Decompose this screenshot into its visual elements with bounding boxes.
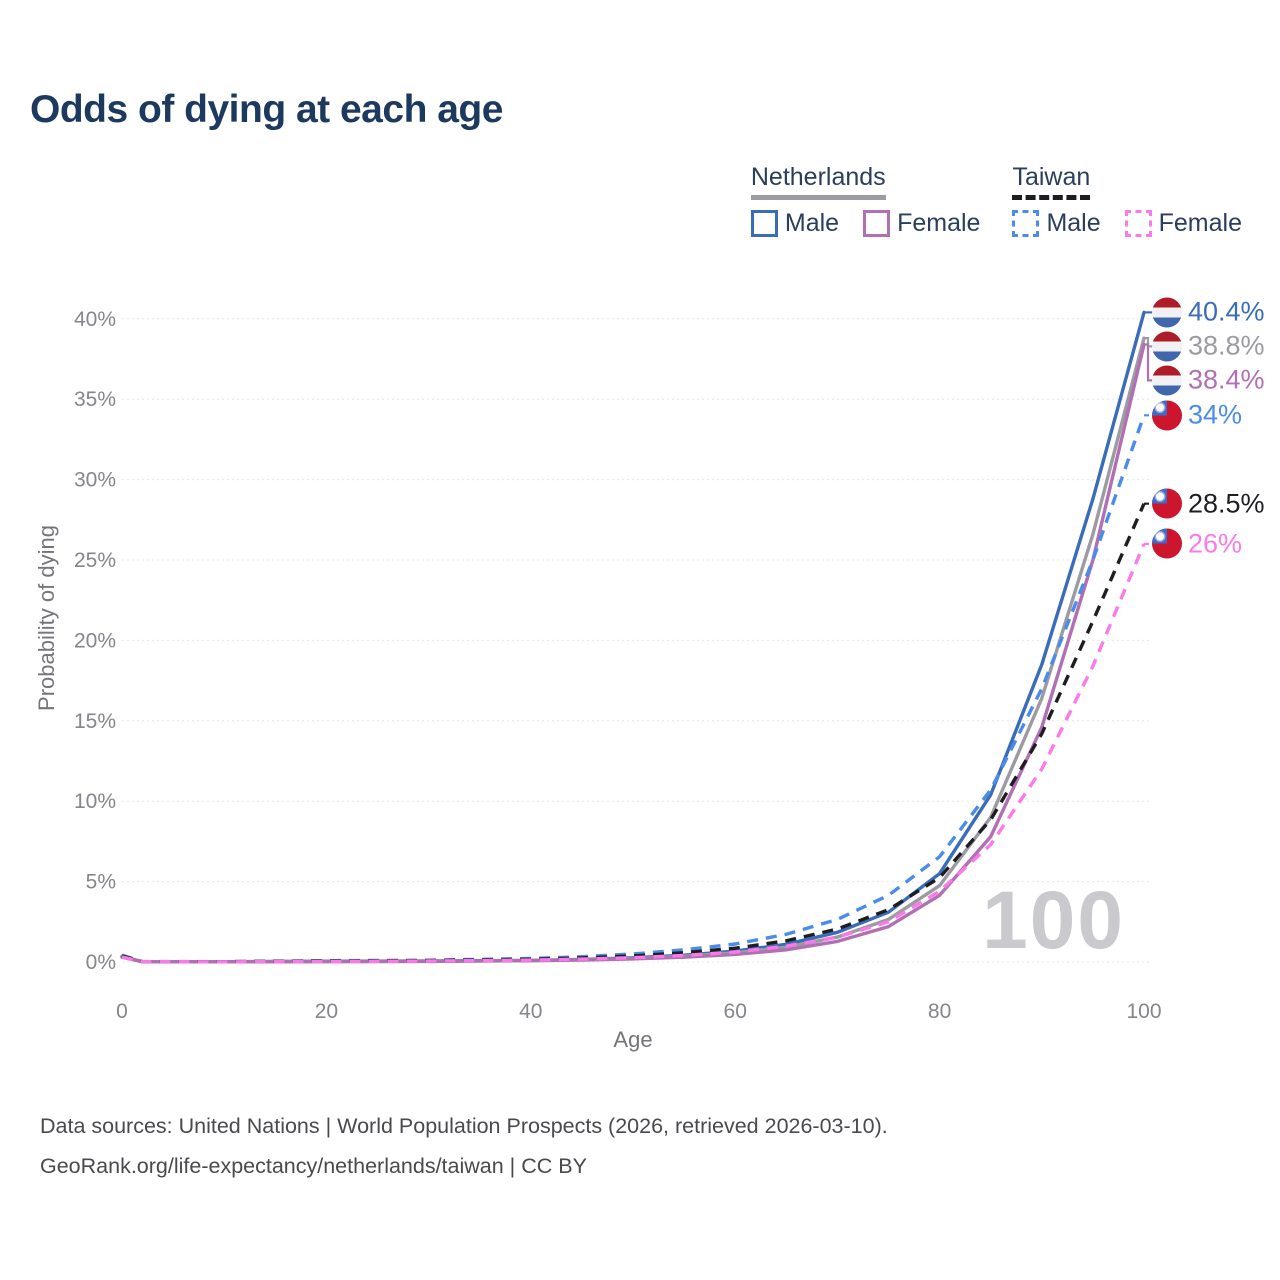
legend-group-taiwan: Taiwan Male Female bbox=[1012, 163, 1242, 238]
legend-group-netherlands-heading: Netherlands bbox=[750, 163, 886, 200]
legend-items-netherlands: Male Female bbox=[750, 209, 980, 238]
y-tick-label: 25% bbox=[74, 549, 116, 572]
series-line-netherlands bbox=[120, 336, 1146, 964]
legend-item-netherlands-female[interactable]: Female bbox=[863, 209, 980, 238]
age-counter-watermark: 100 bbox=[982, 875, 1125, 966]
x-tick-label: 20 bbox=[315, 1000, 338, 1023]
y-tick-label: 10% bbox=[74, 790, 116, 813]
series-line-taiwan bbox=[121, 503, 1146, 964]
footer: Data sources: United Nations | World Pop… bbox=[40, 1106, 888, 1186]
y-tick-label: 15% bbox=[74, 710, 116, 733]
x-tick-label: 100 bbox=[1126, 1000, 1161, 1023]
legend: Netherlands Male Female Taiwan Male bbox=[750, 163, 1242, 238]
x-tick-label: 40 bbox=[519, 1000, 542, 1023]
legend-item-label: Male bbox=[1046, 209, 1101, 237]
y-tick-label: 0% bbox=[86, 951, 116, 974]
x-tick-label: 60 bbox=[724, 1000, 747, 1023]
x-axis-title: Age bbox=[613, 1027, 653, 1052]
taiwan-female-swatch bbox=[1124, 210, 1152, 237]
footer-attribution: GeoRank.org/life-expectancy/netherlands/… bbox=[40, 1154, 587, 1178]
legend-item-label: Female bbox=[1158, 209, 1242, 237]
leader-line-netherlands-female bbox=[1144, 343, 1154, 382]
y-tick-label: 30% bbox=[74, 469, 116, 492]
netherlands-male-swatch bbox=[750, 210, 778, 237]
legend-item-label: Male bbox=[784, 209, 840, 237]
series-line-taiwan-female bbox=[121, 543, 1146, 964]
y-tick-label: 20% bbox=[74, 629, 116, 652]
series-line-taiwan-male bbox=[121, 414, 1146, 964]
series-line-netherlands-male bbox=[120, 310, 1146, 964]
page-title: Odds of dying at each age bbox=[30, 88, 503, 131]
x-tick-label: 80 bbox=[928, 1000, 951, 1023]
legend-items-taiwan: Male Female bbox=[1012, 209, 1242, 238]
y-tick-label: 35% bbox=[74, 388, 116, 411]
legend-item-taiwan-female[interactable]: Female bbox=[1124, 209, 1242, 238]
y-tick-label: 5% bbox=[86, 871, 116, 894]
legend-item-netherlands-male[interactable]: Male bbox=[750, 209, 840, 238]
netherlands-female-swatch bbox=[863, 210, 891, 237]
y-axis-title: Probability of dying bbox=[34, 525, 59, 711]
series-line-netherlands-female bbox=[120, 342, 1146, 964]
leader-line-netherlands bbox=[1144, 337, 1154, 348]
footer-data-sources: Data sources: United Nations | World Pop… bbox=[40, 1114, 888, 1138]
legend-item-label: Female bbox=[897, 209, 981, 237]
x-tick-label: 0 bbox=[116, 1000, 128, 1023]
y-tick-label: 40% bbox=[74, 308, 116, 331]
legend-item-taiwan-male[interactable]: Male bbox=[1012, 209, 1101, 238]
taiwan-male-swatch bbox=[1012, 210, 1040, 237]
legend-group-netherlands: Netherlands Male Female bbox=[750, 163, 980, 238]
legend-group-taiwan-heading: Taiwan bbox=[1012, 163, 1091, 200]
